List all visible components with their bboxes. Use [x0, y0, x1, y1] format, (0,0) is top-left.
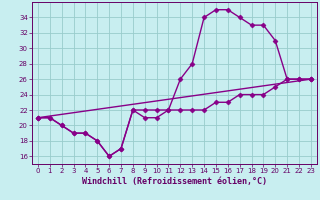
X-axis label: Windchill (Refroidissement éolien,°C): Windchill (Refroidissement éolien,°C)	[82, 177, 267, 186]
